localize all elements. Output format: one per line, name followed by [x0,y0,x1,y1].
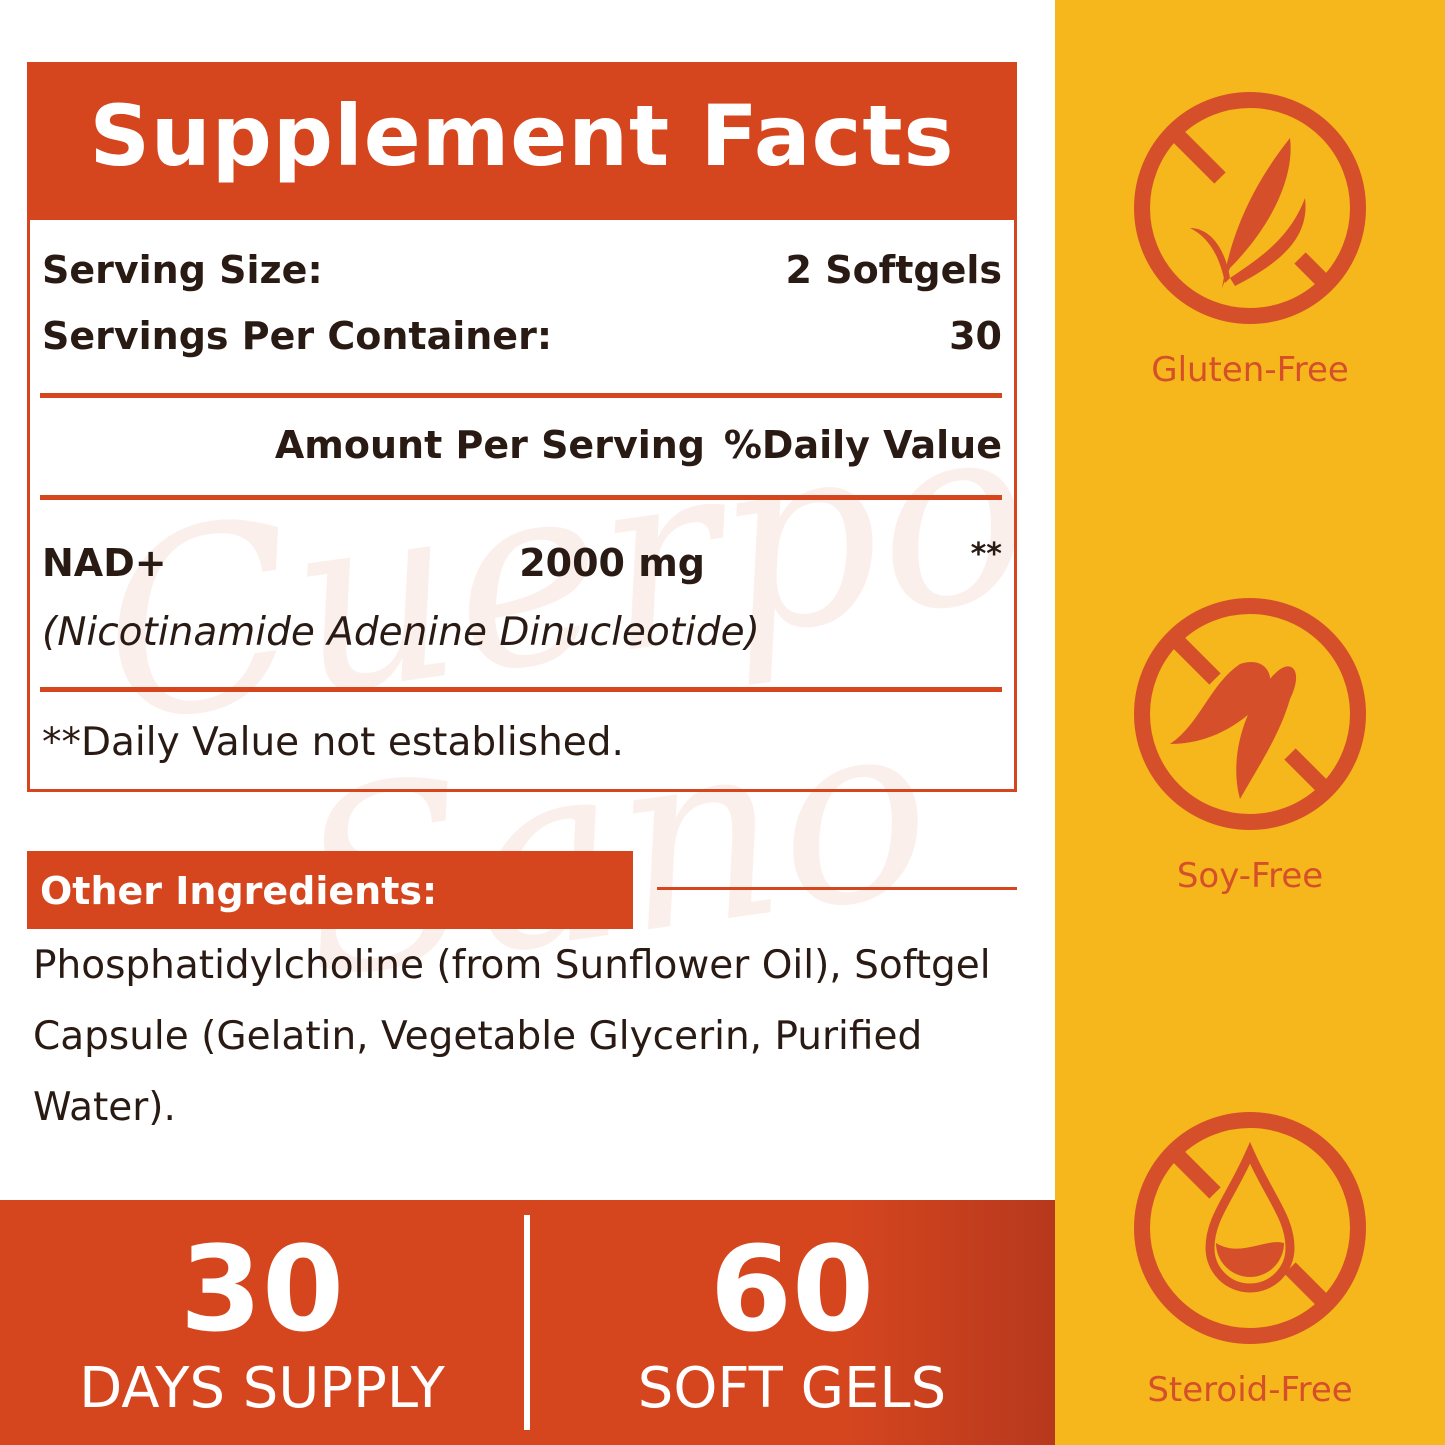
ingredient-amount: 2000 mg [519,541,705,585]
badge-label: Gluten-Free [1151,350,1349,390]
ingredient-description: (Nicotinamide Adenine Dinucleotide) [42,610,760,655]
divider [657,887,1017,890]
badge-steroid-free: Steroid-Free [1055,1108,1445,1410]
ingredient-name: NAD+ [42,541,167,585]
servings-per-container-row: Servings Per Container: 30 [42,314,1002,358]
other-ingredients-title: Other Ingredients: [27,851,633,929]
other-ingredients-text: Phosphatidylcholine (from Sunflower Oil)… [33,943,991,1130]
serving-size-label: Serving Size: [42,248,323,292]
divider [40,495,1002,500]
days-label: DAYS SUPPLY [79,1356,445,1421]
gels-label: SOFT GELS [637,1356,947,1421]
divider [40,687,1002,692]
divider [40,393,1002,398]
ingredient-dv: ** [970,537,1002,572]
dv-header: %Daily Value [723,423,1002,467]
serving-size-row: Serving Size: 2 Softgels [42,248,1002,292]
badge-panel: Gluten-Free Soy-Free Steroid-Free [1055,0,1445,1445]
divider [524,1215,530,1430]
column-headers: Amount Per Serving %Daily Value [42,423,1002,473]
servings-per-container-label: Servings Per Container: [42,314,553,358]
amount-header: Amount Per Serving [274,423,705,467]
badge-label: Soy-Free [1176,856,1324,896]
no-drop-icon [1134,1112,1366,1344]
no-wheat-icon [1134,92,1366,324]
days-number: 30 [179,1220,345,1358]
servings-per-container-value: 30 [949,314,1002,358]
facts-title: Supplement Facts [27,62,1017,220]
footnote: **Daily Value not established. [42,720,624,765]
badge-soy-free: Soy-Free [1055,594,1445,896]
ingredient-row: NAD+ 2000 mg ** [42,537,1002,591]
supply-banner: 30 DAYS SUPPLY 60 SOFT GELS [0,1200,1055,1445]
badge-label: Steroid-Free [1147,1370,1353,1410]
gels-number: 60 [709,1220,875,1358]
badge-gluten-free: Gluten-Free [1055,88,1445,390]
serving-size-value: 2 Softgels [785,248,1002,292]
no-soy-icon [1134,598,1366,830]
